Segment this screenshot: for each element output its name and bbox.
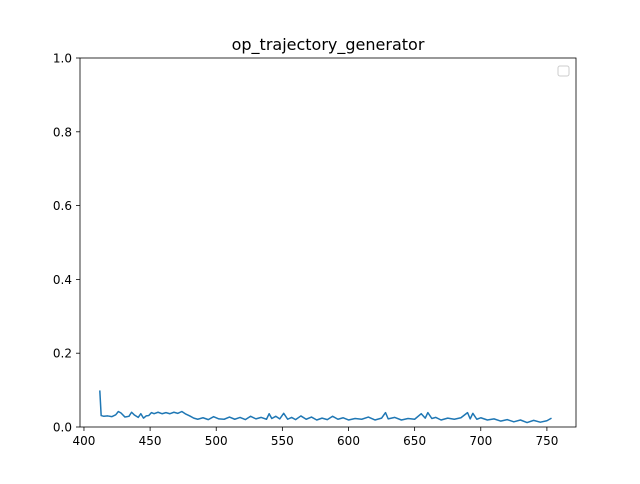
x-tick-label: 400 [73,434,96,448]
y-tick-label: 0.8 [53,125,72,139]
legend-box [557,65,570,77]
y-tick-label: 0.0 [53,421,72,435]
x-tick-label: 600 [337,434,360,448]
plot-frame [79,57,577,428]
x-tick-label: 550 [271,434,294,448]
y-tick-label: 1.0 [53,52,72,66]
x-tick-label: 450 [139,434,162,448]
x-tick-label: 500 [205,434,228,448]
x-tick-label: 700 [469,434,492,448]
plot-area: 400 450 500 550 600 650 700 750 0.0 0.2 0.4 0.6 0.8 1… [53,52,577,448]
y-tick-label: 0.2 [53,347,72,361]
y-tick-label: 0.4 [53,273,72,287]
y-tick-label: 0.6 [53,199,72,213]
plot-background [80,58,576,427]
x-tick-label: 650 [403,434,426,448]
chart-title: op_trajectory_generator [232,35,425,55]
series-line-0 [99,390,552,424]
x-tick-label: 750 [535,434,558,448]
